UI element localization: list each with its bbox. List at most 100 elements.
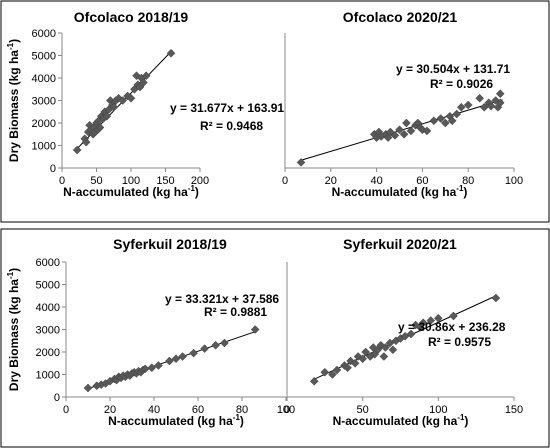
data-point [390, 131, 400, 140]
data-point [141, 71, 151, 81]
r-squared: R² = 0.9575 [428, 335, 491, 349]
data-point [147, 363, 157, 373]
r-squared: R² = 0.9881 [204, 305, 267, 319]
y-axis-title-end: ) [7, 268, 21, 272]
data-point [479, 102, 489, 112]
y-tick-label: 5000 [32, 51, 56, 63]
x-axis-title: N-accumulated (kg ha-1) [332, 184, 468, 199]
x-axis-title-sup: -1 [233, 413, 241, 422]
r-squared: R² = 0.9468 [200, 119, 263, 133]
data-point [139, 78, 148, 87]
x-tick-label: 100 [429, 404, 447, 416]
x-axis-title-text: N-accumulated (kg ha [332, 185, 457, 199]
data-point [406, 329, 416, 339]
x-axis-title-sup: -1 [457, 413, 465, 422]
data-point [429, 116, 439, 126]
data-point [72, 145, 82, 155]
y-axis-title: Dry Biomass (kg ha-1) [6, 39, 21, 162]
y-axis-title-end: ) [7, 39, 21, 43]
data-point [118, 96, 128, 105]
data-point [126, 93, 136, 103]
x-tick-label: 100 [277, 404, 295, 416]
x-axis-title-end: ) [463, 185, 467, 199]
data-point [426, 316, 436, 325]
bottom-row-border [0, 228, 550, 448]
data-point [399, 129, 409, 139]
top-row-border [0, 0, 550, 223]
data-point [220, 338, 229, 348]
data-point [343, 363, 352, 373]
data-point [320, 367, 330, 377]
x-tick-label: 20 [104, 404, 116, 416]
data-point [440, 118, 450, 128]
x-tick-label: 60 [192, 404, 204, 416]
data-point [166, 48, 176, 58]
data-point [332, 365, 342, 375]
data-point [418, 318, 428, 328]
data-point [422, 126, 432, 136]
data-point [83, 383, 93, 393]
data-point [379, 352, 389, 361]
data-point [361, 347, 371, 357]
x-axis-title: N-accumulated (kg ha-1) [333, 413, 469, 428]
x-tick-label: 60 [416, 175, 428, 187]
data-point [495, 89, 505, 99]
x-tick-label: 150 [156, 175, 174, 187]
data-point [402, 118, 411, 128]
x-axis-title-end: ) [464, 414, 468, 428]
chart-panel-2: Ofcolaco 2020/21 0 20 40 60 80 100 N-accumulate… [282, 9, 523, 199]
data-point [449, 311, 458, 321]
data-point [491, 293, 501, 303]
data-point [328, 370, 337, 379]
y-tick-label: 3000 [36, 325, 60, 337]
data-point [358, 354, 368, 364]
data-point [178, 352, 187, 361]
data-point [189, 348, 198, 358]
data-point [171, 354, 181, 364]
data-point [495, 98, 505, 108]
regression-equation: y = 30.504x + 131.71 [396, 62, 510, 76]
x-tick-label: 150 [505, 404, 523, 416]
data-point [211, 340, 220, 350]
x-axis-title-sup: -1 [456, 184, 464, 193]
y-tick-label: 3000 [32, 96, 56, 108]
x-axis-title-text: N-accumulated (kg ha [333, 414, 458, 428]
chart-title: Syferkuil 2018/19 [113, 236, 227, 252]
regression-equation: y = 33.321x + 37.586 [165, 292, 279, 306]
data-point [456, 102, 466, 112]
x-tick-label: 0 [284, 404, 290, 416]
data-point [165, 356, 174, 366]
y-tick-label: 6000 [36, 257, 60, 269]
regression-equation: y = 31.677x + 163.91 [170, 101, 284, 115]
data-point [95, 123, 105, 132]
x-tick-label: 80 [236, 404, 248, 416]
x-tick-label: 0 [59, 175, 65, 187]
data-point [250, 325, 260, 334]
y-tick-label: 0 [50, 163, 56, 175]
x-axis-title: N-accumulated (kg ha-1) [108, 413, 244, 428]
chart-panel-4: Syferkuil 2020/21 0 50 100 150 N-accumulated … [284, 236, 523, 428]
y-axis-title: Dry Biomass (kg ha-1) [6, 268, 21, 391]
data-point [309, 376, 319, 386]
data-point [452, 109, 462, 119]
x-tick-label: 0 [282, 175, 288, 187]
x-tick-label: 100 [122, 175, 140, 187]
data-point [447, 116, 457, 126]
y-tick-label: 4000 [36, 302, 60, 314]
data-point [395, 125, 404, 135]
chart-title: Ofcolaco 2018/19 [74, 9, 189, 25]
x-tick-label: 100 [505, 175, 523, 187]
x-tick-label: 50 [357, 404, 369, 416]
chart-title: Syferkuil 2020/21 [343, 236, 457, 252]
y-axis-title-text: Dry Biomass (kg ha [7, 279, 21, 391]
x-tick-label: 200 [191, 175, 209, 187]
y-axis-title-sup: -1 [6, 271, 15, 279]
data-point [81, 137, 91, 147]
x-tick-label: 0 [63, 404, 69, 416]
y-tick-label: 2000 [36, 347, 60, 359]
x-tick-label: 50 [90, 175, 102, 187]
regression-equation: y = 30.86x + 236.28 [398, 320, 506, 334]
chart-panel-1: Ofcolaco 2018/190 50 100 150 200010002000300… [6, 9, 284, 199]
y-tick-label: 5000 [36, 280, 60, 292]
y-tick-label: 1000 [36, 370, 60, 382]
